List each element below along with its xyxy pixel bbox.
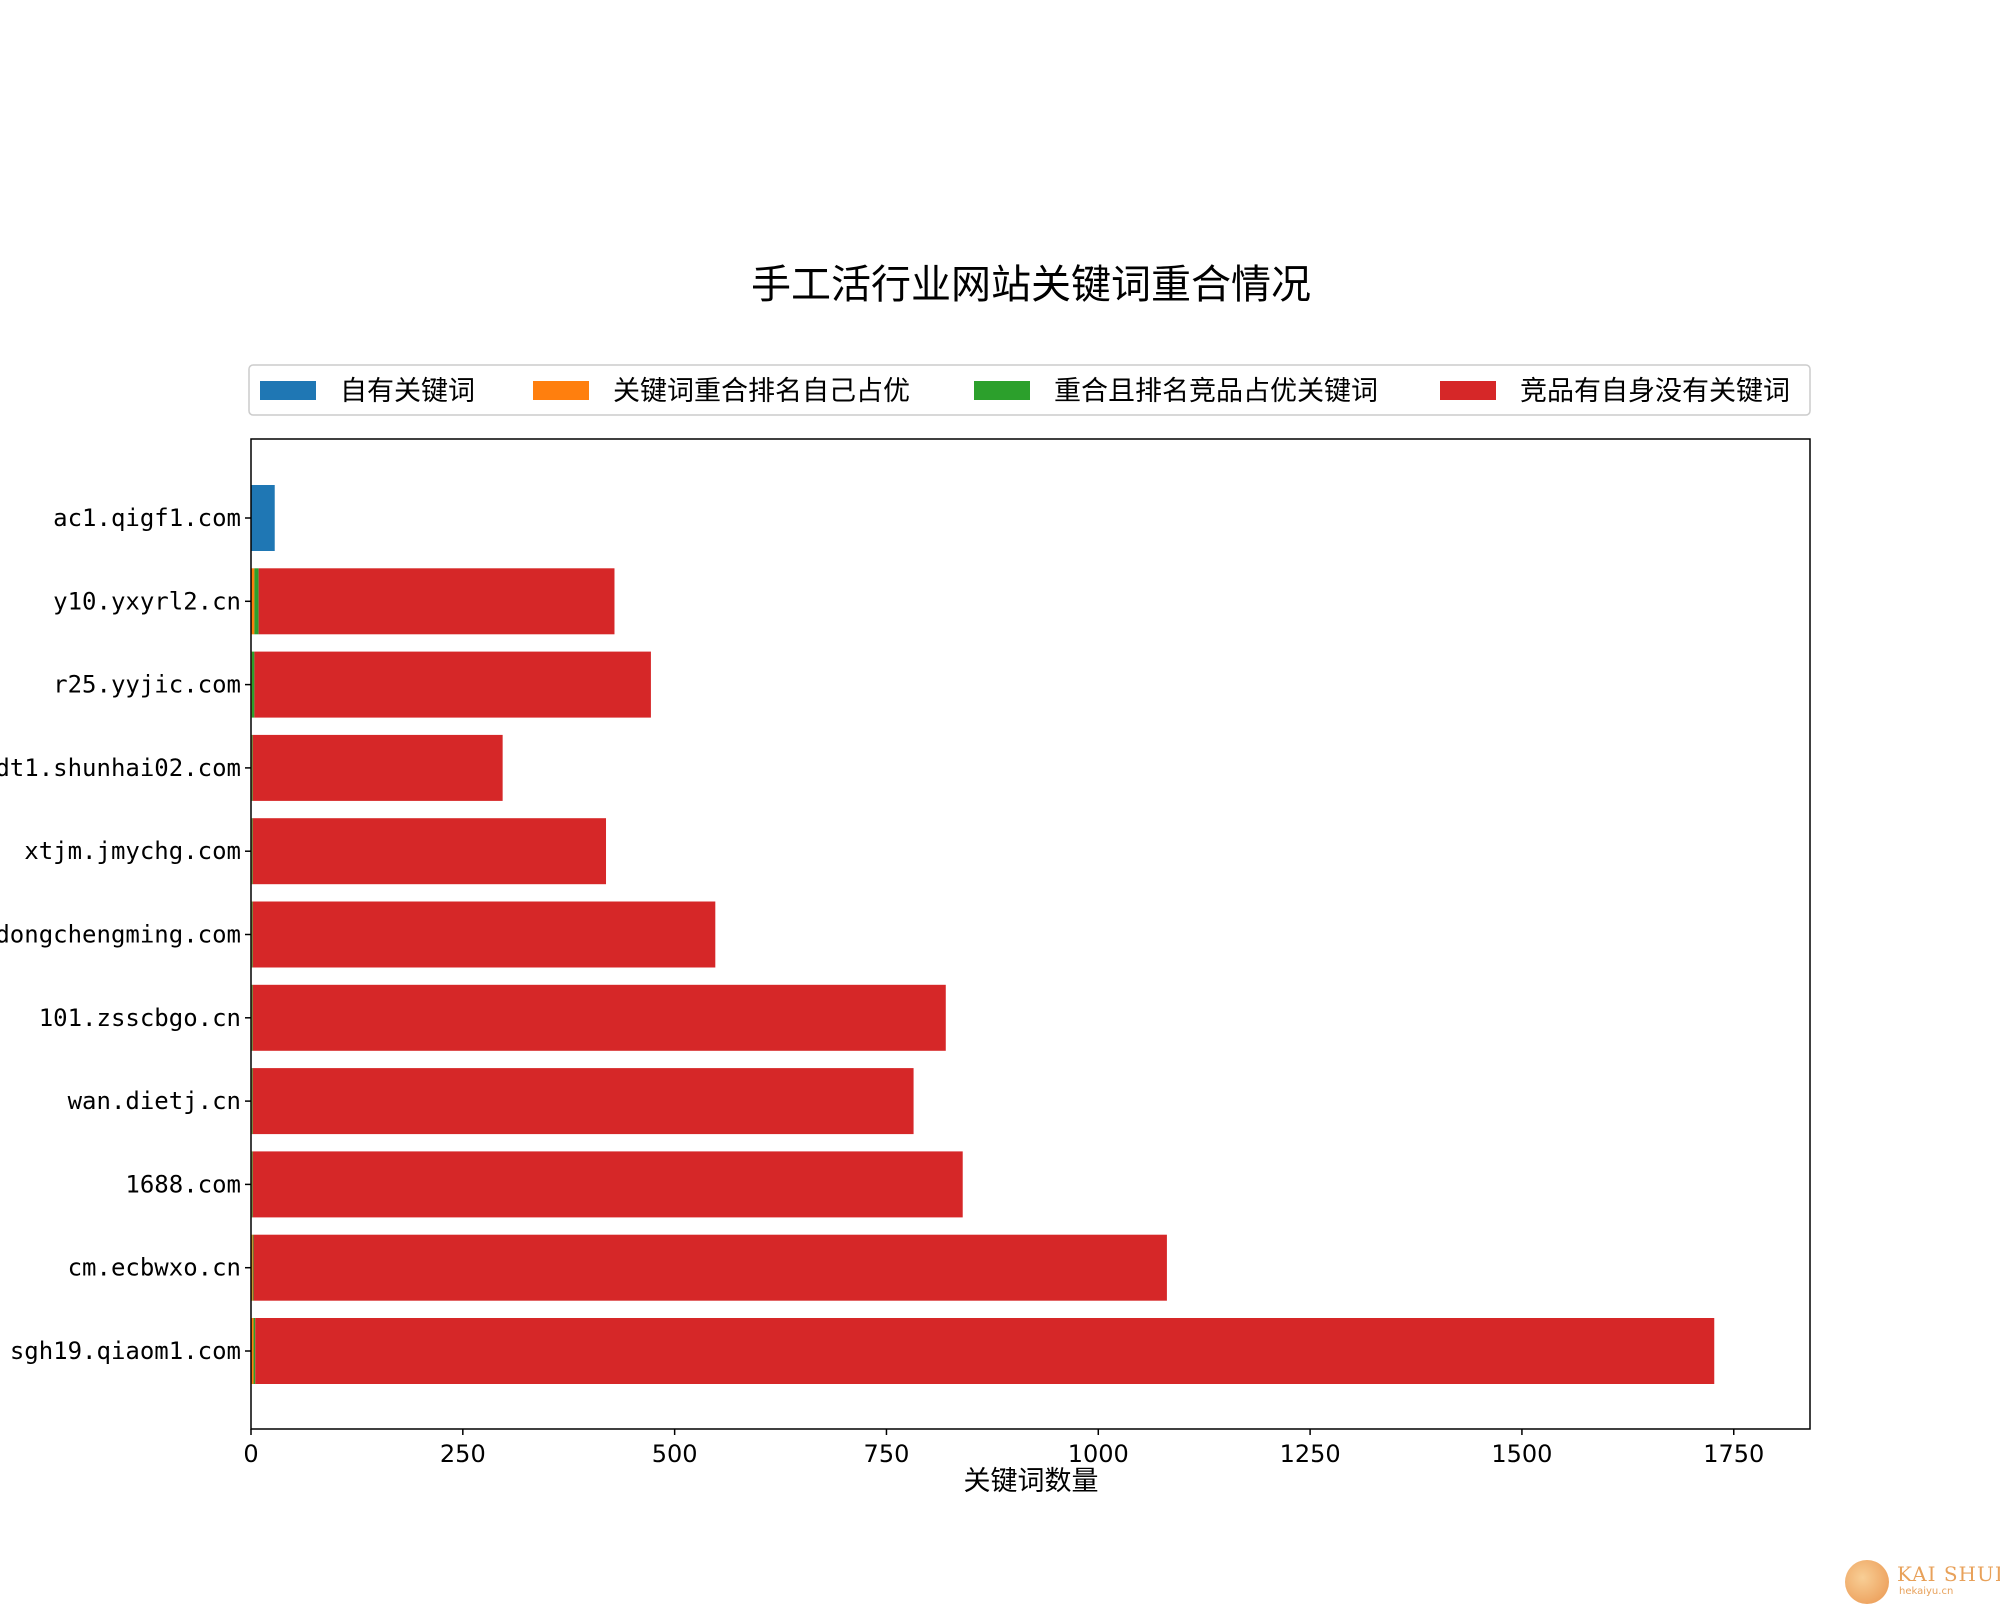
x-tick-label-4: 1000 [1068,1440,1129,1468]
legend-label-0: 自有关键词 [340,376,475,407]
legend-label-3: 竞品有自身没有关键词 [1520,376,1790,407]
bar-7-series-2 [251,1068,253,1135]
legend-swatch-3 [1440,381,1496,400]
x-axis: 0 250 500 750 1000 1250 1500 1750 [243,1429,1764,1468]
y-tick-label-9: cm.ecbwxo.cn [68,1254,241,1282]
legend-swatch-2 [974,381,1030,400]
watermark-name: KAI SHUI [1897,1562,2000,1586]
bar-4-series-2 [251,818,253,885]
y-tick-label-6: 101.zsscbgo.cn [39,1004,241,1032]
bar-0-series-0 [251,485,275,551]
watermark-logo-icon [1845,1560,1889,1604]
bar-7-series-3 [252,1068,914,1135]
bar-6-series-3 [252,984,946,1051]
bar-9-series-3 [253,1234,1167,1301]
x-tick-label-0: 0 [243,1440,258,1468]
bar-5-series-3 [252,901,716,968]
bar-2-series-3 [254,651,651,718]
bar-1-series-2 [254,568,259,635]
bar-3-series-3 [252,734,503,801]
bar-8-series-2 [251,1151,253,1218]
bars [251,485,1715,1384]
y-tick-label-8: 1688.com [125,1170,241,1198]
x-tick-label-1: 250 [440,1440,486,1468]
y-tick-label-10: sgh19.qiaom1.com [10,1337,241,1365]
legend: 自有关键词 关键词重合排名自己占优 重合且排名竞品占优关键词 竞品有自身没有关键词 [248,364,1811,416]
y-tick-label-2: r25.yyjic.com [53,671,241,699]
x-tick-label-3: 750 [864,1440,910,1468]
x-tick-label-7: 1750 [1703,1440,1764,1468]
bar-1-series-1 [251,568,255,635]
y-tick-label-5: ndongchengming.com [0,921,241,949]
bar-6-series-2 [251,984,253,1051]
y-tick-label-7: wan.dietj.cn [68,1087,241,1115]
y-tick-label-4: xtjm.jmychg.com [24,837,241,865]
y-axis: ac1.qigf1.com y10.yxyrl2.cn r25.yyjic.com d… [0,504,251,1365]
legend-swatch-1 [533,381,589,400]
x-axis-label: 关键词数量 [964,1466,1099,1497]
chart-title: 手工活行业网站关键词重合情况 [751,262,1311,308]
y-tick-label-3: dt1.shunhai02.com [0,754,241,782]
bar-8-series-3 [252,1151,963,1218]
bar-2-series-2 [251,651,255,718]
legend-swatch-0 [260,381,316,400]
y-tick-label-1: y10.yxyrl2.cn [53,587,241,615]
bar-4-series-3 [252,818,607,885]
bar-5-series-2 [251,901,253,968]
bar-10-series-1 [251,1318,254,1384]
watermark-url: hekaiyu.cn [1899,1586,1954,1597]
x-tick-label-5: 1250 [1280,1440,1341,1468]
bar-10-series-2 [253,1318,256,1384]
bar-9-series-1 [251,1234,253,1301]
bar-1-series-3 [258,568,615,635]
legend-label-1: 关键词重合排名自己占优 [613,376,910,407]
legend-label-2: 重合且排名竞品占优关键词 [1054,376,1378,407]
x-tick-label-6: 1500 [1491,1440,1552,1468]
bar-10-series-3 [255,1318,1715,1384]
y-tick-label-0: ac1.qigf1.com [53,504,241,532]
bar-9-series-2 [252,1234,254,1301]
bar-3-series-2 [251,734,253,801]
watermark: KAI SHUI hekaiyu.cn [1845,1560,2000,1604]
x-tick-label-2: 500 [652,1440,698,1468]
